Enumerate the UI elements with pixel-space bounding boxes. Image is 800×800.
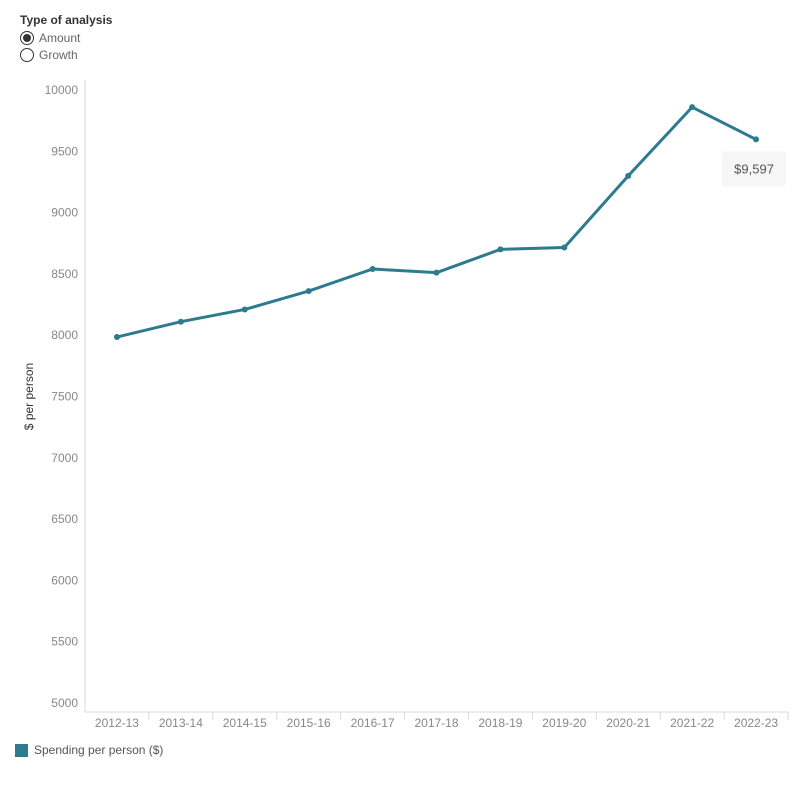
data-point: [369, 265, 376, 272]
data-point: [689, 104, 696, 111]
analysis-type-title: Type of analysis: [20, 13, 113, 27]
data-point: [625, 172, 632, 179]
x-tick-label: 2017-18: [414, 716, 458, 730]
y-tick-label: 7000: [51, 451, 78, 465]
data-point: [305, 288, 312, 295]
x-tick-label: 2018-19: [478, 716, 522, 730]
y-tick-label: 6000: [51, 573, 78, 587]
y-tick-label: 7500: [51, 390, 78, 404]
data-point: [753, 136, 760, 143]
annotation-label: $9,597: [734, 161, 774, 176]
radio-label-amount: Amount: [39, 30, 81, 45]
y-tick-label: 9000: [51, 206, 78, 220]
x-tick-label: 2016-17: [351, 716, 395, 730]
data-point: [241, 306, 248, 313]
radio-option-amount[interactable]: Amount: [20, 29, 112, 46]
y-tick-label: 5000: [51, 696, 78, 710]
radio-option-growth[interactable]: Growth: [20, 46, 112, 63]
legend-label: Spending per person ($): [34, 743, 164, 757]
data-point: [561, 244, 568, 251]
analysis-type-control: Type of analysis Amount Growth: [20, 13, 112, 63]
x-tick-label: 2019-20: [542, 716, 586, 730]
legend-swatch: [15, 743, 28, 757]
x-tick-label: 2020-21: [606, 716, 650, 730]
line-chart: 5000 5500 6000 6500 7000 7500 8000 8500 9000 9500…: [22, 80, 789, 730]
x-tick-label: 2012-13: [95, 716, 139, 730]
y-tick-label: 6500: [51, 512, 78, 526]
data-point: [433, 269, 440, 276]
x-tick-label: 2015-16: [287, 716, 331, 730]
radio-label-growth: Growth: [39, 47, 78, 62]
y-tick-label: 5500: [51, 635, 78, 649]
y-tick-label: 10000: [45, 83, 79, 97]
data-point: [113, 334, 120, 341]
data-point: [177, 318, 184, 325]
radio-button-amount[interactable]: [20, 30, 34, 45]
data-point: [497, 246, 504, 253]
y-tick-label: 8500: [51, 267, 78, 281]
x-tick-label: 2013-14: [159, 716, 203, 730]
x-tick-label: 2021-22: [670, 716, 714, 730]
radio-button-growth[interactable]: [20, 47, 34, 62]
annotation-box: [722, 151, 787, 187]
y-tick-label: 8000: [51, 328, 78, 342]
legend: Spending per person ($): [15, 743, 163, 757]
y-tick-label: 9500: [51, 144, 78, 158]
x-tick-label: 2014-15: [223, 716, 267, 730]
series-line: [115, 105, 758, 339]
y-axis-title: $ per person: [22, 363, 36, 430]
x-tick-label: 2022-23: [734, 716, 778, 730]
